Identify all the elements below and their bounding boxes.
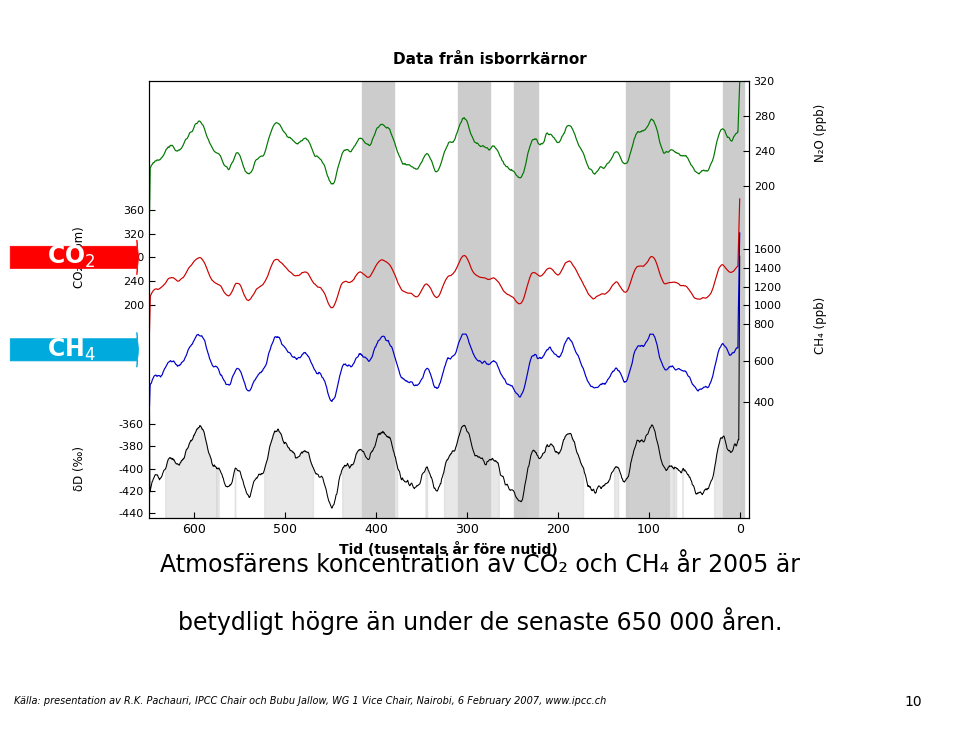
Text: SMHI: SMHI [848,12,937,40]
Text: CO$_2$: CO$_2$ [47,244,96,270]
Text: δD (‰): δD (‰) [73,446,86,491]
Bar [626,81,669,518]
X-axis label: Tid (tusentals år före nutid): Tid (tusentals år före nutid) [340,542,558,556]
Bar [723,81,744,518]
Text: N₂O (ppb): N₂O (ppb) [814,104,828,162]
Bar [458,81,490,518]
Text: CO₂ (ppm): CO₂ (ppm) [73,226,86,288]
Text: betydligt högre än under de senaste 650 000 åren.: betydligt högre än under de senaste 650 … [178,607,782,635]
Bar [515,81,538,518]
Text: Källa: presentation av R.K. Pachauri, IPCC Chair och Bubu Jallow, WG 1 Vice Chai: Källa: presentation av R.K. Pachauri, IP… [14,696,607,706]
Text: Atmosfärens koncentration av CO₂ och CH₄ år 2005 är: Atmosfärens koncentration av CO₂ och CH₄… [160,553,800,577]
Text: Data från isborrkärnor: Data från isborrkärnor [393,52,587,67]
Text: 2011 01 11 - Lomma: 2011 01 11 - Lomma [12,21,128,31]
Text: glaciala (kalla) och interglaciala (varma, grå fält) tidsperioder: glaciala (kalla) och interglaciala (varm… [275,82,705,98]
Bar [363,81,395,518]
Text: CH$_4$: CH$_4$ [47,337,96,363]
Text: CH₄ (ppb): CH₄ (ppb) [814,297,828,354]
Text: 10: 10 [904,695,923,709]
